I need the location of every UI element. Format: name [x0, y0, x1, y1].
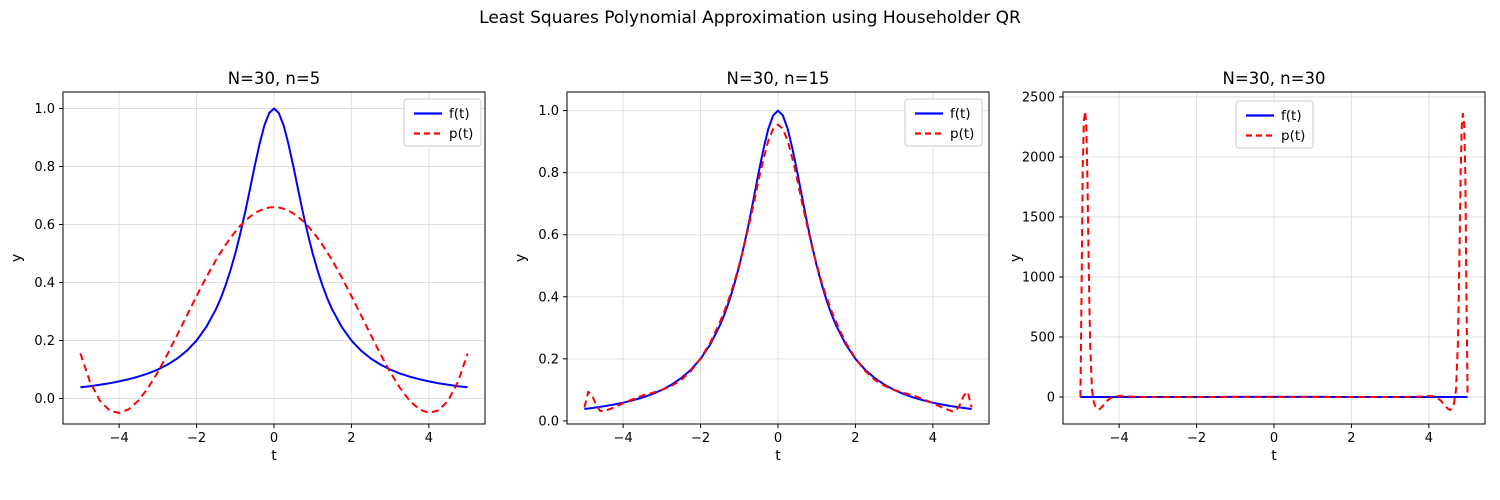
x-tick-label: 4 [1425, 431, 1433, 446]
legend-f-label: f(t) [449, 106, 470, 122]
y-tick-label: 1.0 [538, 104, 559, 119]
legend-box [904, 98, 983, 147]
x-tick-label: −2 [691, 431, 710, 446]
x-tick-label: −4 [110, 431, 129, 446]
subplot3-legend: f(t) p(t) [1235, 100, 1314, 149]
x-tick-label: 2 [1347, 431, 1355, 446]
x-tick-label: 0 [774, 431, 782, 446]
x-tick-label: 2 [347, 431, 355, 446]
y-tick-label: 0.8 [34, 160, 55, 175]
subplot1-legend: f(t) p(t) [403, 98, 482, 147]
y-tick-label: 0.6 [538, 228, 559, 243]
x-tick-label: −4 [1110, 431, 1129, 446]
y-tick-label: 0.0 [538, 414, 559, 429]
series-line-f [80, 107, 468, 389]
plots-layer: −4 −2 0 2 4 0.0 0.2 0.4 0.6 0.8 1.0 −4 −2 0 2 4 0.0 0.2 0.… [34, 90, 1486, 446]
x-tick-label: 4 [929, 431, 937, 446]
x-tick-label: −2 [1187, 431, 1206, 446]
x-tick-label: −4 [614, 431, 633, 446]
y-tick-label: 0.2 [34, 334, 55, 349]
subplot-3: −4 −2 0 2 4 0 500 1000 1500 2000 2500 [1022, 90, 1486, 446]
legend-p-label: p(t) [950, 126, 974, 142]
subplot3-x-axis-label: t [1271, 448, 1277, 464]
y-tick-label: 0.8 [538, 166, 559, 181]
subplot3-title: N=30, n=30 [1223, 69, 1326, 88]
subplot3-y-axis-label: y [1008, 254, 1024, 262]
y-tick-label: 2500 [1022, 90, 1055, 105]
x-tick-label: −2 [187, 431, 206, 446]
subplot1-y-axis-label: y [9, 254, 25, 262]
legend-p-label: p(t) [1281, 128, 1305, 144]
y-tick-label: 0.0 [34, 392, 55, 407]
legend-p-label: p(t) [449, 126, 473, 142]
legend-f-label: f(t) [950, 106, 971, 122]
legend-box [1235, 100, 1314, 149]
subplot-1: −4 −2 0 2 4 0.0 0.2 0.4 0.6 0.8 1.0 [34, 91, 486, 446]
series-line-p [583, 123, 973, 413]
figure-title: Least Squares Polynomial Approximation u… [479, 8, 1021, 28]
y-tick-label: 0.2 [538, 352, 559, 367]
y-tick-label: 1500 [1022, 210, 1055, 225]
y-tick-label: 1.0 [34, 102, 55, 117]
subplot1-title: N=30, n=5 [228, 69, 320, 88]
y-tick-label: 1000 [1022, 270, 1055, 285]
subplot2-legend: f(t) p(t) [904, 98, 983, 147]
subplot1-x-axis-label: t [271, 448, 277, 464]
legend-f-label: f(t) [1281, 108, 1302, 124]
y-tick-label: 0.6 [34, 218, 55, 233]
x-tick-label: 4 [425, 431, 433, 446]
subplot2-y-axis-label: y [513, 254, 529, 262]
subplot2-x-axis-label: t [775, 448, 781, 464]
series-line-p [79, 206, 469, 414]
y-tick-label: 2000 [1022, 150, 1055, 165]
subplot-2: −4 −2 0 2 4 0.0 0.2 0.4 0.6 0.8 1.0 [538, 91, 990, 446]
y-tick-label: 500 [1030, 330, 1055, 345]
y-tick-label: 0.4 [538, 290, 559, 305]
y-tick-label: 0 [1047, 390, 1055, 405]
x-tick-label: 0 [1270, 431, 1278, 446]
y-tick-label: 0.4 [34, 276, 55, 291]
x-tick-label: 0 [270, 431, 278, 446]
legend-box [403, 98, 482, 147]
x-tick-label: 2 [851, 431, 859, 446]
subplot2-title: N=30, n=15 [727, 69, 830, 88]
